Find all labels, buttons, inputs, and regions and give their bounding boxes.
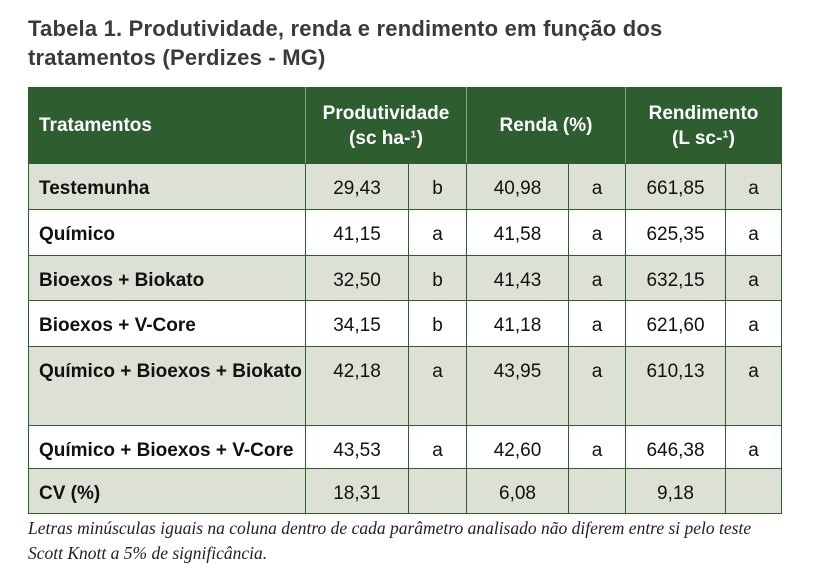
table-row: Químico + Bioexos + V-Core 43,53 a 42,60 a 64… (28, 425, 782, 469)
data-table: Tratamentos Produtividade (sc ha-¹) Renda (… (28, 87, 782, 514)
header-cell: Renda (%) (466, 87, 626, 164)
value-cell: 6,08 (466, 468, 569, 514)
value-cell: 9,18 (625, 468, 726, 514)
letter-cell: a (725, 346, 782, 426)
value-cell: 42,60 (466, 425, 569, 469)
letter-cell: a (408, 209, 467, 256)
value-cell: 41,43 (466, 255, 569, 301)
footnote: Letras minúsculas iguais na coluna dentr… (28, 518, 752, 563)
row-label: Químico + Bioexos + V-Core (28, 425, 306, 469)
letter-cell: a (568, 255, 626, 301)
row-label: Bioexos + V-Core (28, 300, 306, 347)
letter-cell: a (725, 163, 782, 210)
value-cell: 40,98 (466, 163, 569, 210)
letter-cell: a (725, 425, 782, 469)
header-text: Produtividade (322, 102, 450, 124)
letter-cell: a (568, 209, 626, 256)
value-cell: 29,43 (305, 163, 409, 210)
header-row: Tratamentos Produtividade (sc ha-¹) Renda (… (28, 87, 782, 164)
value-cell: 41,18 (466, 300, 569, 347)
table-row: Testemunha 29,43 b 40,98 a 661,85 a (28, 163, 782, 210)
value-cell: 32,50 (305, 255, 409, 301)
row-label: CV (%) (28, 468, 306, 514)
row-label: Testemunha (28, 163, 306, 210)
value-cell: 610,13 (625, 346, 726, 426)
letter-cell: a (568, 346, 626, 426)
letter-cell: a (408, 425, 467, 469)
value-cell: 625,35 (625, 209, 726, 256)
value-cell: 646,38 (625, 425, 726, 469)
letter-cell: b (408, 255, 467, 301)
value-cell: 632,15 (625, 255, 726, 301)
header-cell: Produtividade (sc ha-¹) (305, 87, 467, 164)
value-cell: 43,95 (466, 346, 569, 426)
value-cell: 621,60 (625, 300, 726, 347)
table-row: Químico 41,15 a 41,58 a 625,35 a (28, 209, 782, 256)
header-text: Tratamentos (39, 115, 152, 136)
table-body: Testemunha 29,43 b 40,98 a 661,85 a Químico 41,1… (28, 163, 782, 514)
row-label: Químico + Bioexos + Biokato (28, 346, 306, 426)
header-text: Renda (%) (499, 115, 593, 136)
letter-cell: a (725, 255, 782, 301)
table-title: Tabela 1. Produtividade, renda e rendime… (28, 16, 663, 70)
letter-cell (408, 468, 467, 514)
letter-cell: a (568, 300, 626, 347)
value-cell: 41,15 (305, 209, 409, 256)
letter-cell: a (568, 425, 626, 469)
letter-cell: a (568, 163, 626, 210)
value-cell: 34,15 (305, 300, 409, 347)
letter-cell: a (725, 300, 782, 347)
table-row: CV (%) 18,31 6,08 9,18 (28, 468, 782, 514)
value-cell: 42,18 (305, 346, 409, 426)
row-label: Bioexos + Biokato (28, 255, 306, 301)
header-cell: Tratamentos (28, 87, 306, 164)
letter-cell: b (408, 163, 467, 210)
value-cell: 18,31 (305, 468, 409, 514)
value-cell: 43,53 (305, 425, 409, 469)
table-row: Bioexos + Biokato 32,50 b 41,43 a 632,15 a (28, 255, 782, 301)
letter-cell: a (408, 346, 467, 426)
letter-cell (568, 468, 626, 514)
header-text: Rendimento (648, 102, 759, 124)
letter-cell: a (725, 209, 782, 256)
table-row: Químico + Bioexos + Biokato 42,18 a 43,95 a 6… (28, 346, 782, 426)
header-text: (sc ha-¹) (349, 127, 423, 149)
header-cell: Rendimento (L sc-¹) (625, 87, 782, 164)
row-label: Químico (28, 209, 306, 256)
value-cell: 41,58 (466, 209, 569, 256)
value-cell: 661,85 (625, 163, 726, 210)
header-text: (L sc-¹) (672, 127, 735, 149)
letter-cell: b (408, 300, 467, 347)
letter-cell (725, 468, 782, 514)
table-row: Bioexos + V-Core 34,15 b 41,18 a 621,60 a (28, 300, 782, 347)
